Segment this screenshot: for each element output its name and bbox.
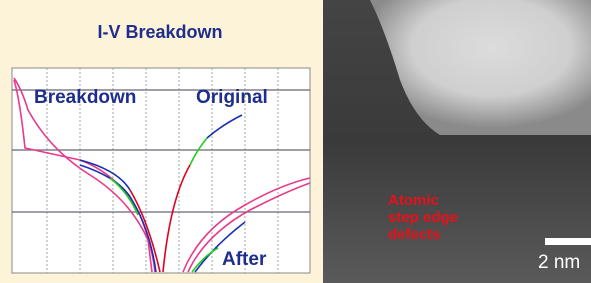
curve-label: After — [222, 249, 267, 270]
annotation: Atomic — [388, 192, 439, 209]
annotation: defects — [388, 226, 441, 243]
panel-title: I-V Breakdown — [97, 22, 222, 42]
scale-label: 2 nm — [538, 252, 580, 273]
curve-label: Original — [196, 87, 268, 108]
figure: I-V Breakdown Breakdown Orig — [0, 0, 591, 283]
curve-label: Breakdown — [34, 87, 136, 108]
scale-bar — [545, 238, 591, 245]
annotation: step edge — [388, 209, 458, 226]
plot-area: Breakdown Original After — [12, 68, 310, 273]
tem-image: Atomic step edge defects 2 nm — [323, 0, 591, 283]
